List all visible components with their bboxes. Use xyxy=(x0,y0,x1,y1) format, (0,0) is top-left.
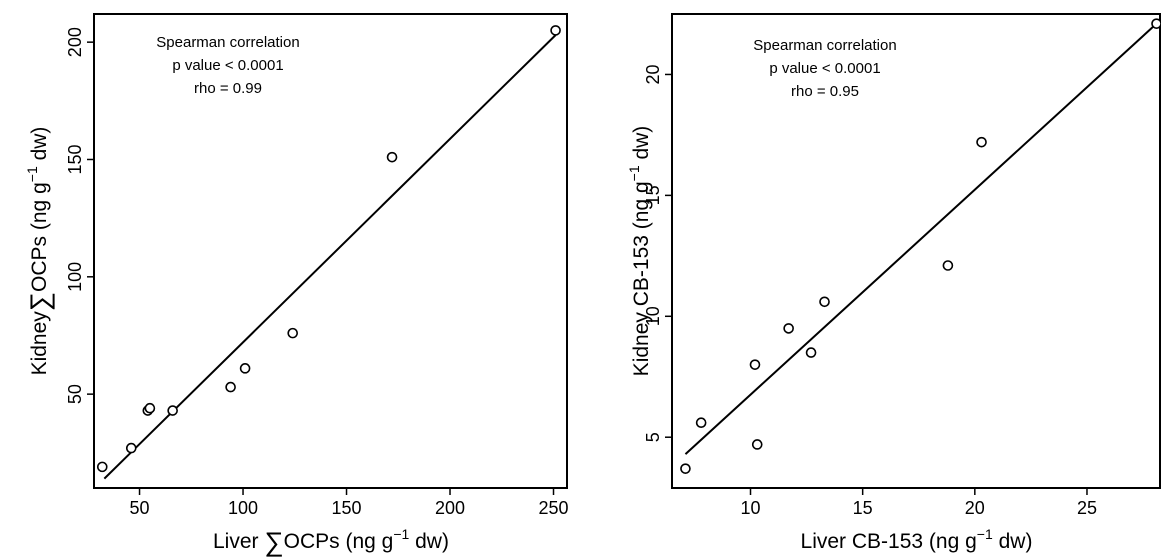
annotation-line: p value < 0.0001 xyxy=(769,60,880,77)
data-point xyxy=(125,442,137,454)
x-tick-label: 250 xyxy=(538,498,568,518)
y-tick-label: 5 xyxy=(643,432,663,442)
axis-label-superscript: −1 xyxy=(24,166,40,182)
y-tick-label: 15 xyxy=(643,185,663,205)
y-axis-label: Kidney CB-153 (ng g−1 dw) xyxy=(626,126,653,377)
data-point xyxy=(751,439,763,450)
x-axis-label: Liver ∑OCPs (ng g−1 dw) xyxy=(213,526,449,557)
data-point xyxy=(680,463,691,474)
axis-label-text: dw) xyxy=(630,126,653,166)
plot-frame xyxy=(93,13,568,489)
data-point xyxy=(749,359,761,370)
y-tick-label: 150 xyxy=(65,144,85,174)
annotation-line: rho = 0.95 xyxy=(791,83,859,100)
regression-line xyxy=(103,34,557,480)
axis-label-text: OCPs (ng g xyxy=(28,182,51,292)
summation-symbol: ∑ xyxy=(25,292,55,311)
x-tick-label: 10 xyxy=(740,498,760,518)
axis-label-superscript: −1 xyxy=(977,526,993,542)
data-point xyxy=(976,136,987,148)
x-tick-label: 100 xyxy=(228,498,258,518)
y-tick-label: 100 xyxy=(65,262,85,292)
annotation-line: p value < 0.0001 xyxy=(172,57,283,74)
axis-label-text: Liver CB-153 (ng g xyxy=(801,530,977,553)
data-point xyxy=(695,417,707,429)
data-point xyxy=(96,461,108,473)
data-point xyxy=(819,296,830,308)
y-tick-label: 10 xyxy=(643,306,663,326)
x-tick-label: 20 xyxy=(965,498,985,518)
axis-label-text: dw) xyxy=(409,530,449,553)
panel-liver-kidney-ocps: 50 100 150 200 250 50 100 150 200 Spearman correl… xyxy=(24,13,569,557)
data-point xyxy=(167,405,178,416)
data-point xyxy=(287,327,299,339)
axis-label-text: dw) xyxy=(28,127,51,167)
y-axis-label: Kidney∑OCPs (ng g−1 dw) xyxy=(24,127,55,376)
x-tick-label: 50 xyxy=(130,498,150,518)
data-point xyxy=(942,260,954,271)
x-tick-label: 15 xyxy=(853,498,873,518)
x-tick-label: 150 xyxy=(332,498,362,518)
annotation-line: Spearman correlation xyxy=(753,37,896,54)
data-point xyxy=(805,347,817,358)
axis-label-superscript: −1 xyxy=(393,526,409,542)
axis-label-text: dw) xyxy=(993,530,1033,553)
plot-frame xyxy=(671,13,1161,489)
axis-label-superscript: −1 xyxy=(626,165,642,181)
panel-liver-kidney-cb153: 10 15 20 25 5 10 15 20 Spearman correlation p val… xyxy=(626,13,1161,553)
data-point xyxy=(783,323,794,334)
regression-line xyxy=(684,22,1158,455)
axis-label-text: Liver xyxy=(213,530,264,553)
data-point xyxy=(1151,18,1161,29)
x-tick-label: 25 xyxy=(1077,498,1097,518)
data-point xyxy=(239,363,251,374)
annotation-line: rho = 0.99 xyxy=(194,80,262,97)
axis-label-text: OCPs (ng g xyxy=(284,530,394,553)
y-tick-label: 20 xyxy=(643,64,663,84)
annotation-line: Spearman correlation xyxy=(156,34,299,51)
data-point xyxy=(144,402,156,414)
axis-label-text: Kidney CB-153 (ng g xyxy=(630,181,653,376)
x-axis-label: Liver CB-153 (ng g−1 dw) xyxy=(801,526,1033,553)
summation-symbol: ∑ xyxy=(264,527,283,557)
x-tick-label: 200 xyxy=(435,498,465,518)
data-point xyxy=(386,151,398,163)
axis-label-text: Kidney xyxy=(28,311,51,376)
y-tick-label: 50 xyxy=(65,384,85,404)
data-point xyxy=(550,25,561,36)
y-tick-label: 200 xyxy=(65,27,85,57)
data-point xyxy=(225,381,236,393)
